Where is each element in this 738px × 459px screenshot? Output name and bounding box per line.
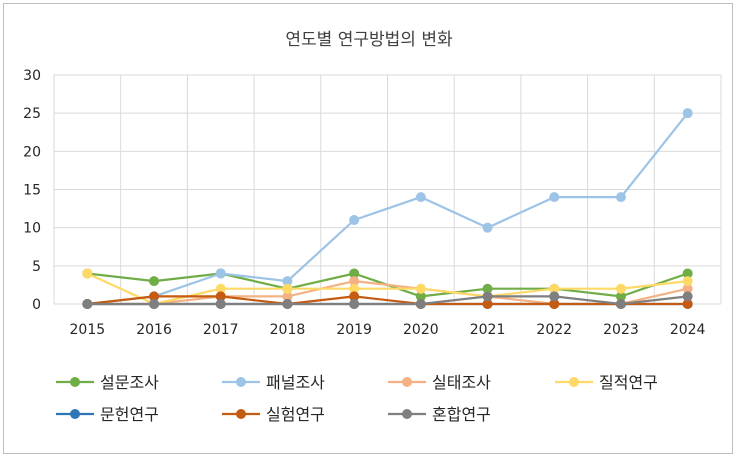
legend-item: 패널조사 xyxy=(222,373,325,392)
legend-marker xyxy=(70,409,80,419)
data-point xyxy=(615,299,626,309)
data-point xyxy=(282,276,293,287)
data-point xyxy=(549,291,560,302)
x-tick-label: 2021 xyxy=(470,322,506,338)
y-tick-label: 0 xyxy=(32,297,41,313)
data-point xyxy=(682,268,693,279)
data-point xyxy=(215,268,226,279)
series-6 xyxy=(82,291,693,309)
data-point xyxy=(149,276,160,287)
data-point xyxy=(682,299,693,309)
x-tick-label: 2020 xyxy=(403,322,439,338)
data-point xyxy=(349,291,360,302)
x-tick-label: 2017 xyxy=(203,322,239,338)
legend-label: 문헌연구 xyxy=(100,405,159,424)
legend-item: 설문조사 xyxy=(56,373,159,392)
data-point xyxy=(549,192,560,203)
series-line xyxy=(87,295,688,306)
data-point xyxy=(682,276,693,287)
data-point xyxy=(549,283,560,294)
data-point xyxy=(482,291,493,302)
legend-label: 질적연구 xyxy=(599,373,658,392)
legend-label: 설문조사 xyxy=(100,373,159,392)
data-point xyxy=(682,283,693,294)
y-tick-label: 20 xyxy=(23,144,41,160)
data-point xyxy=(482,299,493,309)
x-tick-label: 2022 xyxy=(536,322,572,338)
data-point xyxy=(549,299,560,309)
data-point xyxy=(349,283,360,294)
data-point xyxy=(615,283,626,294)
legend-label: 실태조사 xyxy=(432,373,491,392)
series-line xyxy=(87,112,689,306)
data-point xyxy=(615,192,626,203)
data-point xyxy=(349,276,360,287)
legend-item: 질적연구 xyxy=(555,373,658,392)
legend-label: 패널조사 xyxy=(266,373,325,392)
series-line xyxy=(87,295,688,306)
data-point xyxy=(149,299,160,309)
data-point xyxy=(349,299,360,309)
x-tick-label: 2024 xyxy=(670,322,706,338)
legend-item: 혼합연구 xyxy=(388,405,491,424)
gridlines xyxy=(53,74,722,305)
y-axis-ticks: 0 5 10 15 20 25 30 xyxy=(23,68,41,313)
legend-marker xyxy=(569,377,579,387)
data-point xyxy=(349,268,360,279)
data-point xyxy=(215,291,226,302)
data-point xyxy=(282,291,293,302)
legend-item: 실태조사 xyxy=(388,373,491,392)
legend-item: 문헌연구 xyxy=(56,405,159,424)
data-point xyxy=(215,283,226,294)
series-7 xyxy=(82,291,693,309)
legend-marker xyxy=(70,377,80,387)
x-tick-label: 2015 xyxy=(70,322,106,338)
y-tick-label: 10 xyxy=(23,221,41,237)
data-point xyxy=(215,299,226,309)
data-point xyxy=(282,299,293,309)
data-point xyxy=(682,291,693,302)
x-tick-label: 2019 xyxy=(336,322,372,338)
legend-marker xyxy=(236,409,246,419)
data-point xyxy=(415,291,426,302)
x-axis-ticks: 2015 2016 2017 2018 2019 2020 2021 2022 2023 2024 xyxy=(70,322,706,338)
y-tick-label: 5 xyxy=(32,259,41,275)
y-tick-label: 30 xyxy=(23,68,41,84)
data-point xyxy=(415,283,426,294)
data-point xyxy=(282,283,293,294)
data-point xyxy=(415,299,426,309)
y-tick-label: 25 xyxy=(23,106,41,122)
chart-title: 연도별 연구방법의 변화 xyxy=(285,30,453,50)
data-point xyxy=(482,283,493,294)
data-point xyxy=(415,192,426,203)
data-point xyxy=(349,215,360,226)
legend-label: 혼합연구 xyxy=(432,405,491,424)
legend-marker xyxy=(402,377,412,387)
legend-item: 실험연구 xyxy=(222,405,325,424)
series-lines xyxy=(82,108,693,309)
data-point xyxy=(82,268,93,279)
data-point xyxy=(149,291,160,302)
x-tick-label: 2018 xyxy=(270,322,306,338)
data-point xyxy=(615,291,626,302)
legend-marker xyxy=(236,377,246,387)
data-point xyxy=(682,108,693,119)
y-tick-label: 15 xyxy=(23,183,41,199)
chart-frame: 연도별 연구방법의 변화 0 5 10 15 20 25 30 2015 2016 2017 20… xyxy=(3,3,733,454)
x-tick-label: 2016 xyxy=(136,322,172,338)
legend-marker xyxy=(402,409,412,419)
x-tick-label: 2023 xyxy=(603,322,639,338)
legend-label: 실험연구 xyxy=(266,405,325,424)
data-point xyxy=(482,222,493,233)
data-point xyxy=(82,299,93,309)
